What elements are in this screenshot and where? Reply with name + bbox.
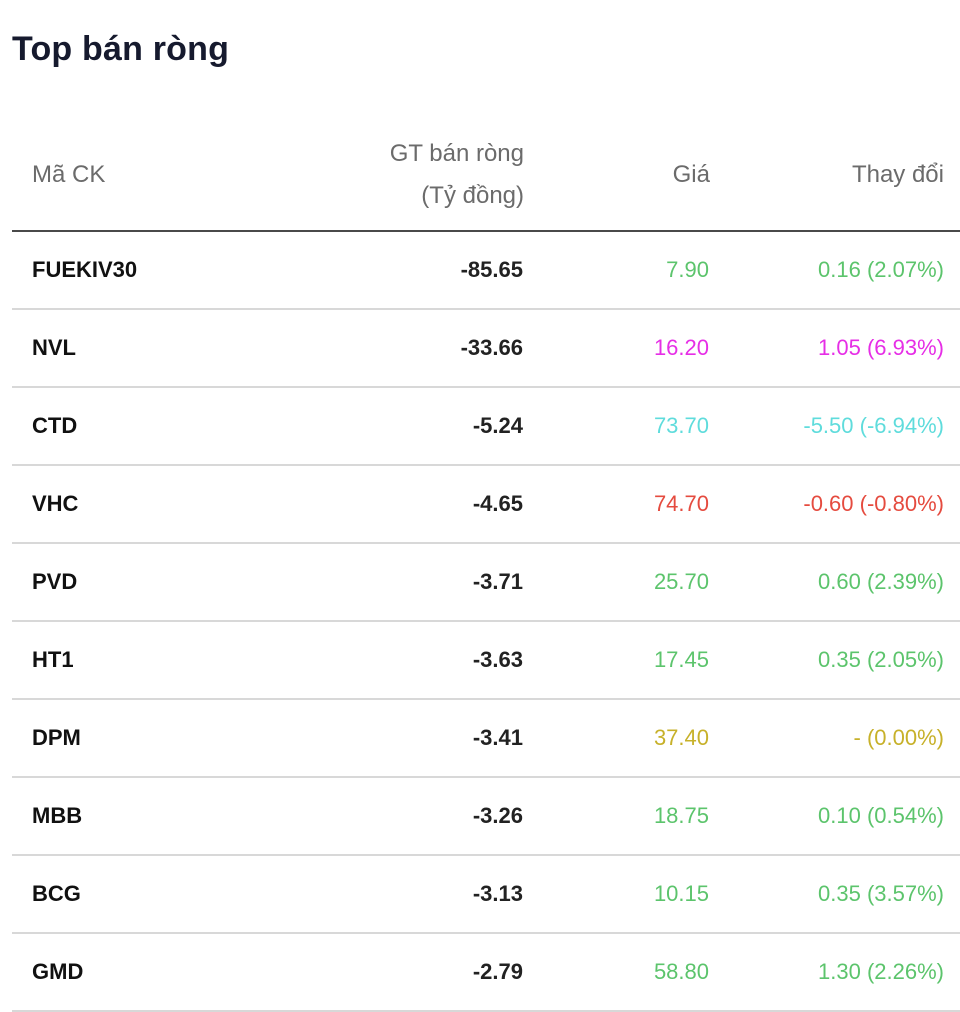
- cell-price: 16.20: [524, 309, 710, 388]
- cell-change: 1.05 (6.93%): [710, 309, 960, 388]
- cell-net-sell: -4.65: [362, 465, 524, 544]
- table-header-row: Mã CK GT bán ròng (Tỷ đồng) Giá Thay đổi: [12, 120, 960, 232]
- cell-change: 0.60 (2.39%): [710, 543, 960, 622]
- cell-net-sell: -3.41: [362, 699, 524, 778]
- cell-change: 0.35 (2.05%): [710, 621, 960, 700]
- cell-change: -0.60 (-0.80%): [710, 465, 960, 544]
- table-row[interactable]: PVD -3.71 25.70 0.60 (2.39%): [12, 543, 960, 622]
- table-row[interactable]: GMD -2.79 58.80 1.30 (2.26%): [12, 933, 960, 1012]
- table-row[interactable]: BCG -3.13 10.15 0.35 (3.57%): [12, 855, 960, 934]
- cell-price: 10.15: [524, 855, 710, 934]
- table-row[interactable]: MBB -3.26 18.75 0.10 (0.54%): [12, 777, 960, 856]
- cell-change: -5.50 (-6.94%): [710, 387, 960, 466]
- header-change[interactable]: Thay đổi: [710, 120, 960, 232]
- header-net-sell[interactable]: GT bán ròng (Tỷ đồng): [362, 120, 524, 232]
- header-symbol[interactable]: Mã CK: [12, 120, 362, 232]
- cell-symbol[interactable]: FUEKIV30: [12, 231, 362, 310]
- cell-net-sell: -3.71: [362, 543, 524, 622]
- cell-price: 74.70: [524, 465, 710, 544]
- cell-symbol[interactable]: VHC: [12, 465, 362, 544]
- cell-symbol[interactable]: DPM: [12, 699, 362, 778]
- cell-symbol[interactable]: NVL: [12, 309, 362, 388]
- cell-net-sell: -3.13: [362, 855, 524, 934]
- cell-net-sell: -33.66: [362, 309, 524, 388]
- cell-symbol[interactable]: HT1: [12, 621, 362, 700]
- cell-change: 1.30 (2.26%): [710, 933, 960, 1012]
- cell-symbol[interactable]: GMD: [12, 933, 362, 1012]
- net-sell-table: Mã CK GT bán ròng (Tỷ đồng) Giá Thay đổi…: [12, 120, 960, 1012]
- cell-symbol[interactable]: BCG: [12, 855, 362, 934]
- cell-price: 7.90: [524, 231, 710, 310]
- cell-change: 0.10 (0.54%): [710, 777, 960, 856]
- table-row[interactable]: VHC -4.65 74.70 -0.60 (-0.80%): [12, 465, 960, 544]
- cell-price: 18.75: [524, 777, 710, 856]
- table-row[interactable]: FUEKIV30 -85.65 7.90 0.16 (2.07%): [12, 231, 960, 310]
- cell-net-sell: -5.24: [362, 387, 524, 466]
- page-title: Top bán ròng: [12, 30, 230, 68]
- cell-net-sell: -3.63: [362, 621, 524, 700]
- header-net-sell-line2: (Tỷ đồng): [421, 182, 524, 209]
- table-row[interactable]: HT1 -3.63 17.45 0.35 (2.05%): [12, 621, 960, 700]
- table-row[interactable]: CTD -5.24 73.70 -5.50 (-6.94%): [12, 387, 960, 466]
- cell-symbol[interactable]: CTD: [12, 387, 362, 466]
- cell-price: 25.70: [524, 543, 710, 622]
- cell-net-sell: -3.26: [362, 777, 524, 856]
- cell-price: 58.80: [524, 933, 710, 1012]
- cell-price: 73.70: [524, 387, 710, 466]
- cell-net-sell: -2.79: [362, 933, 524, 1012]
- cell-symbol[interactable]: MBB: [12, 777, 362, 856]
- cell-change: 0.35 (3.57%): [710, 855, 960, 934]
- table-row[interactable]: NVL -33.66 16.20 1.05 (6.93%): [12, 309, 960, 388]
- cell-symbol[interactable]: PVD: [12, 543, 362, 622]
- cell-change: - (0.00%): [710, 699, 960, 778]
- header-price[interactable]: Giá: [524, 120, 710, 232]
- cell-price: 17.45: [524, 621, 710, 700]
- cell-price: 37.40: [524, 699, 710, 778]
- cell-change: 0.16 (2.07%): [710, 231, 960, 310]
- header-net-sell-line1: GT bán ròng: [389, 140, 524, 167]
- cell-net-sell: -85.65: [362, 231, 524, 310]
- table-row[interactable]: DPM -3.41 37.40 - (0.00%): [12, 699, 960, 778]
